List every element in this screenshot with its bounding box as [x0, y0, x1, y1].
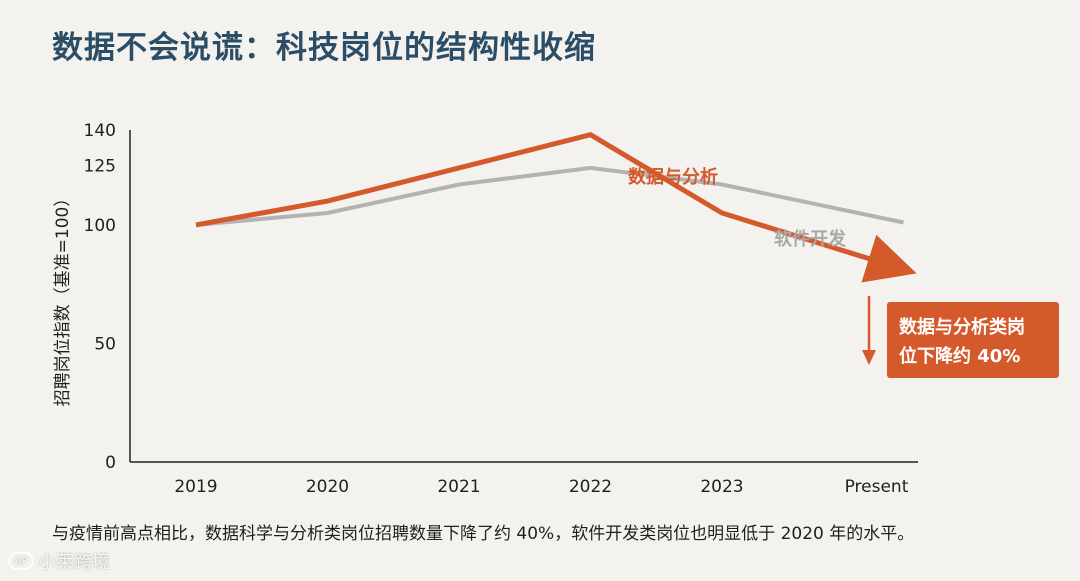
- series-lines: [195, 132, 917, 283]
- watermark-text: 小莱跨境: [38, 552, 110, 573]
- x-tick-label: 2022: [569, 477, 612, 497]
- y-tick-label: 125: [84, 157, 116, 177]
- y-tick-label: 50: [94, 334, 116, 354]
- y-tick-label: 140: [84, 121, 116, 141]
- ap-logo-icon: AP: [8, 552, 34, 570]
- y-tick-label: 0: [105, 453, 116, 473]
- x-tick-label: 2020: [306, 477, 349, 497]
- x-tick-label: Present: [845, 477, 909, 497]
- y-tick-label: 100: [84, 216, 116, 236]
- page-title: 数据不会说谎：科技岗位的结构性收缩: [52, 30, 596, 66]
- decline-annotation: 数据与分析类岗 位下降约 40%: [862, 296, 1059, 378]
- watermark: AP 小莱跨境: [8, 548, 110, 574]
- series-label-data-analytics: 数据与分析: [628, 166, 718, 188]
- x-tick-label: 2023: [700, 477, 743, 497]
- x-tick-label: 2021: [437, 477, 480, 497]
- x-tick-label: 2019: [174, 477, 217, 497]
- series-line-software-dev: [195, 165, 904, 227]
- annotation-text-line1: 数据与分析类岗: [899, 316, 1025, 338]
- annotation-box: [887, 302, 1059, 378]
- annotation-text-line2: 位下降约 40%: [899, 345, 1020, 367]
- chart-axes: [129, 130, 918, 463]
- x-tick-labels: 2019 2020 2021 2022 2023 Present: [174, 477, 908, 497]
- line-chart: 0 50 100 125 140 2019 2020 2021 2022 2023 Present…: [53, 121, 1059, 497]
- y-axis-label: 招聘岗位指数（基准=100）: [53, 190, 73, 407]
- y-tick-labels: 0 50 100 125 140: [84, 121, 116, 473]
- down-arrowhead-icon: [862, 350, 876, 365]
- caption: 与疫情前高点相比，数据科学与分析类岗位招聘数量下降了约 40%，软件开发类岗位也…: [52, 524, 915, 544]
- series-label-software-dev: 软件开发: [774, 228, 847, 250]
- series-line-data-analytics: [195, 132, 917, 283]
